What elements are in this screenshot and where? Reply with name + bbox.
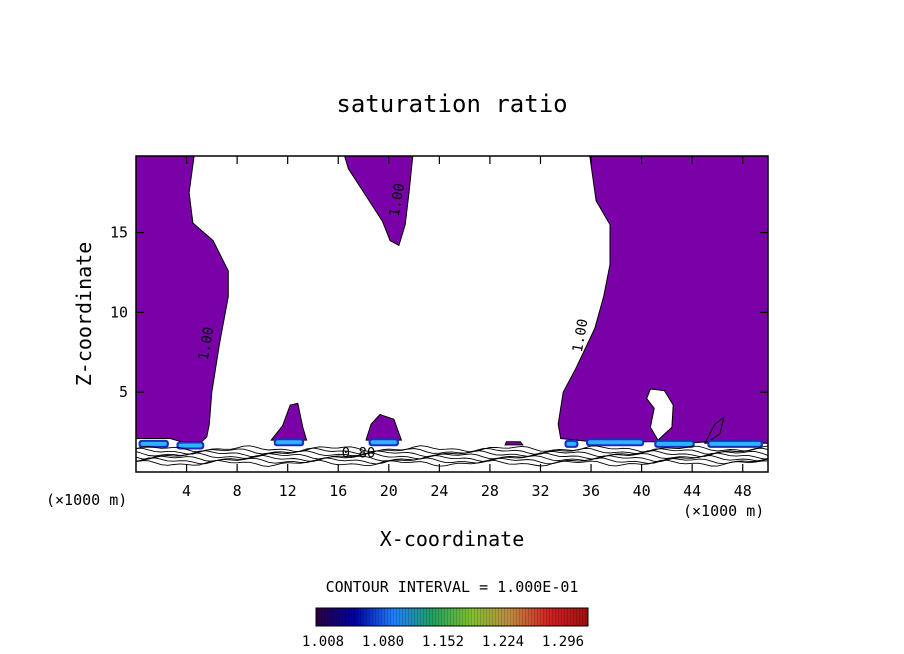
- x-tick-label-28: 28: [481, 482, 499, 500]
- chart-title: saturation ratio: [336, 90, 567, 118]
- x-tick-label-24: 24: [430, 482, 448, 500]
- colorbar-frame: [315, 607, 589, 627]
- band-core-2: [275, 440, 303, 445]
- x-tick-label-44: 44: [683, 482, 701, 500]
- surface-contour-3: [136, 452, 768, 460]
- contour-label-0: 1.00: [196, 326, 218, 362]
- contour-interval-label: CONTOUR INTERVAL = 1.000E-01: [326, 578, 579, 596]
- surface-contour-1: [136, 447, 768, 455]
- surface-contour-6: [136, 459, 768, 467]
- colorbar-label-3: 1.224: [482, 634, 524, 650]
- colorbar-label-4: 1.296: [542, 634, 584, 650]
- surface-contour-2: [136, 450, 768, 458]
- region-puff-29: [504, 441, 524, 446]
- region-puff-19: [365, 413, 403, 441]
- colorbar-label-2: 1.152: [422, 634, 464, 650]
- x-tick-label-4: 4: [182, 482, 191, 500]
- y-tick-label-10: 10: [110, 303, 128, 321]
- x-tick-label-12: 12: [279, 482, 297, 500]
- band-core-0: [140, 441, 167, 446]
- band-core-3: [370, 440, 397, 445]
- x-tick-label-40: 40: [633, 482, 651, 500]
- colorbar-label-0: 1.008: [302, 634, 344, 650]
- plot-area: 1.00 1.00 1.00 0.80: [136, 156, 768, 467]
- band-core-4: [566, 441, 577, 446]
- band-core-6: [656, 441, 693, 446]
- colorbar-hatch: [316, 608, 588, 626]
- x-tick-label-36: 36: [582, 482, 600, 500]
- band-core-1: [178, 443, 203, 448]
- x-tick-label-20: 20: [380, 482, 398, 500]
- colorbar: 1.008 1.080 1.152 1.224 1.296: [302, 607, 589, 650]
- colorbar-label-1: 1.080: [362, 634, 404, 650]
- contour-label-3: 0.80: [342, 446, 376, 462]
- band-core-7: [709, 441, 761, 446]
- contour-label-1: 1.00: [387, 182, 409, 218]
- band-core-5: [587, 440, 643, 445]
- surface-contour-0: [136, 445, 768, 453]
- x-tick-label-32: 32: [531, 482, 549, 500]
- x-tick-label-16: 16: [329, 482, 347, 500]
- x-axis-label: X-coordinate: [380, 527, 525, 551]
- x-tick-label-8: 8: [233, 482, 242, 500]
- region-top-plume: [344, 156, 414, 247]
- x-unit-label-right: (×1000 m): [683, 502, 764, 520]
- y-axis-label: Z-coordinate: [72, 242, 96, 387]
- plot-frame: [135, 155, 769, 473]
- x-unit-label-left: (×1000 m): [46, 491, 127, 509]
- contour-label-2: 1.00: [570, 318, 592, 354]
- region-left-column: [136, 156, 229, 443]
- y-tick-label-15: 15: [110, 224, 128, 242]
- region-puff-12: [270, 402, 308, 441]
- x-tick-label-48: 48: [734, 482, 752, 500]
- y-tick-label-5: 5: [119, 383, 128, 401]
